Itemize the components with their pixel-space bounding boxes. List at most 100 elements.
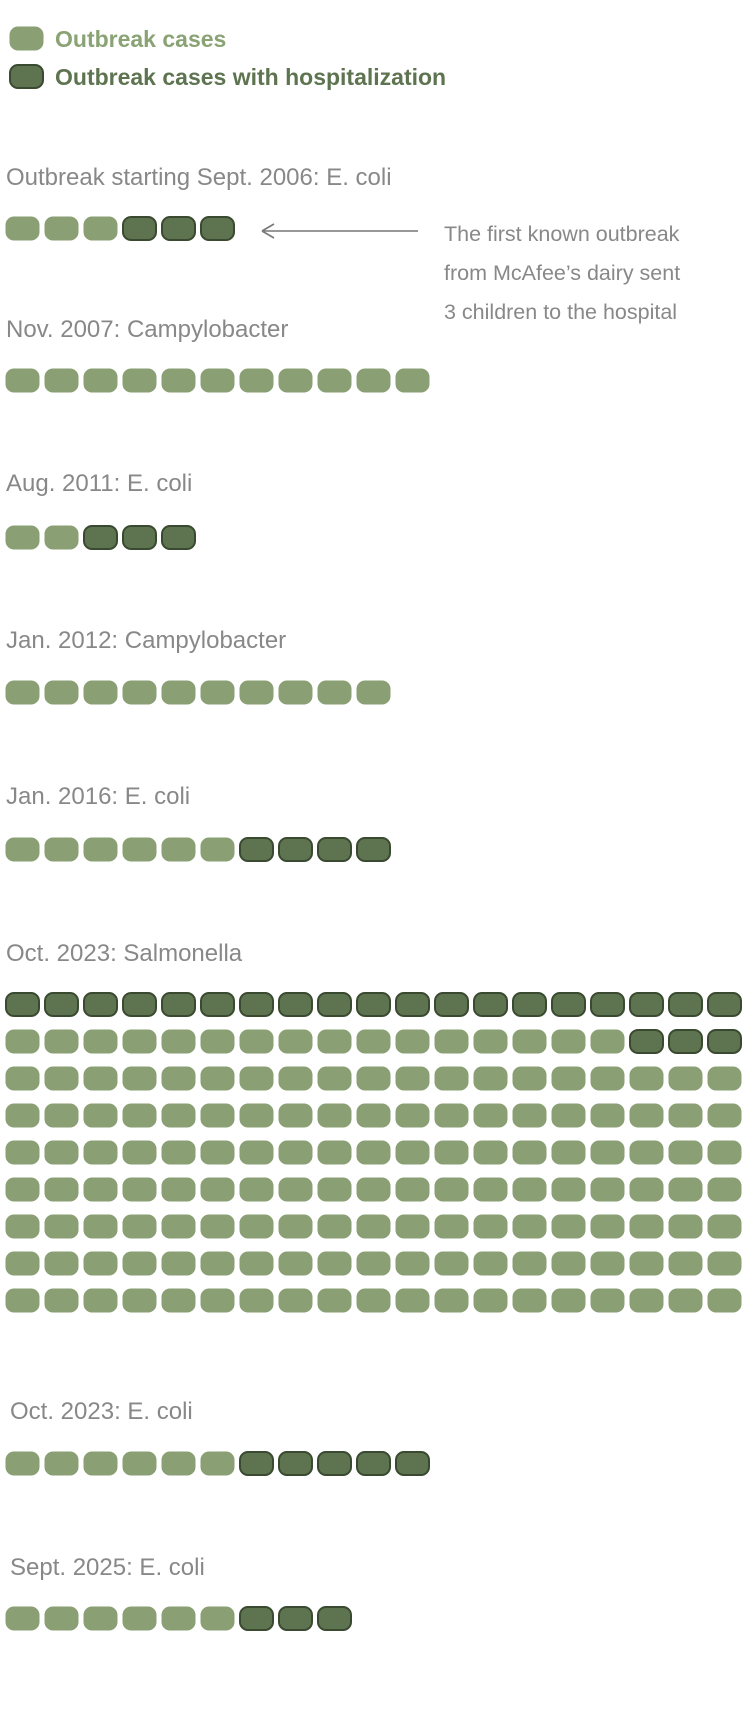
case-block xyxy=(5,1288,40,1313)
case-block xyxy=(356,1066,391,1091)
case-block xyxy=(278,680,313,705)
case-block xyxy=(44,680,79,705)
case-block xyxy=(278,1103,313,1128)
case-block xyxy=(5,837,40,862)
case-block xyxy=(122,1606,157,1631)
case-block xyxy=(629,1140,664,1165)
case-block xyxy=(317,1214,352,1239)
case-block xyxy=(161,1214,196,1239)
case-block xyxy=(83,368,118,393)
case-block xyxy=(317,1140,352,1165)
case-block xyxy=(200,368,235,393)
case-block xyxy=(5,1140,40,1165)
case-block xyxy=(590,1288,625,1313)
outbreak-title: Sept. 2025: E. coli xyxy=(10,1554,205,1581)
outbreak-group: Oct. 2023: Salmonella xyxy=(5,940,742,1313)
outbreak-title: Aug. 2011: E. coli xyxy=(6,470,192,497)
case-block xyxy=(512,1288,547,1313)
case-block-hospitalized xyxy=(200,992,235,1017)
case-block xyxy=(707,1214,742,1239)
case-block-hospitalized xyxy=(122,216,157,241)
case-block xyxy=(161,368,196,393)
outbreak-group: Aug. 2011: E. coli xyxy=(5,470,196,550)
case-block xyxy=(356,1103,391,1128)
case-block xyxy=(44,1103,79,1128)
case-block-hospitalized xyxy=(122,525,157,550)
case-block xyxy=(5,1103,40,1128)
case-block xyxy=(512,1214,547,1239)
case-block xyxy=(395,1029,430,1054)
case-block-hospitalized xyxy=(239,1451,274,1476)
case-block xyxy=(83,1251,118,1276)
outbreak-group: Sept. 2025: E. coli xyxy=(5,1554,352,1631)
case-block-hospitalized xyxy=(707,992,742,1017)
case-block xyxy=(200,1177,235,1202)
annotation: The first known outbreak from McAfee’s da… xyxy=(261,222,680,324)
case-block xyxy=(122,1140,157,1165)
case-block xyxy=(434,1029,469,1054)
case-block xyxy=(83,1029,118,1054)
case-block-hospitalized xyxy=(473,992,508,1017)
case-block xyxy=(83,216,118,241)
case-block xyxy=(239,1066,274,1091)
case-block xyxy=(395,1288,430,1313)
case-block xyxy=(122,1177,157,1202)
case-block xyxy=(629,1288,664,1313)
case-block-hospitalized xyxy=(239,992,274,1017)
case-block xyxy=(395,1140,430,1165)
case-block xyxy=(473,1177,508,1202)
case-block xyxy=(278,1140,313,1165)
case-block xyxy=(5,368,40,393)
case-block-hospitalized xyxy=(668,992,703,1017)
case-block-hospitalized xyxy=(44,992,79,1017)
legend-swatch-hospitalized xyxy=(9,64,44,89)
case-block xyxy=(629,1103,664,1128)
case-block xyxy=(629,1251,664,1276)
case-block-hospitalized xyxy=(317,837,352,862)
case-block xyxy=(473,1103,508,1128)
case-block-hospitalized xyxy=(551,992,586,1017)
case-block xyxy=(5,1606,40,1631)
case-block xyxy=(83,1140,118,1165)
case-block xyxy=(278,1214,313,1239)
case-block xyxy=(44,1451,79,1476)
case-block xyxy=(668,1251,703,1276)
case-block xyxy=(83,680,118,705)
case-block xyxy=(668,1066,703,1091)
case-block xyxy=(629,1066,664,1091)
case-block xyxy=(122,1029,157,1054)
case-block-hospitalized xyxy=(278,992,313,1017)
case-block xyxy=(395,368,430,393)
case-block xyxy=(122,1214,157,1239)
case-block xyxy=(200,1251,235,1276)
case-block xyxy=(668,1288,703,1313)
legend: Outbreak cases Outbreak cases with hospit… xyxy=(9,26,446,90)
case-block xyxy=(122,1103,157,1128)
case-block xyxy=(200,837,235,862)
case-block xyxy=(551,1177,586,1202)
case-block xyxy=(161,1177,196,1202)
case-block xyxy=(161,1029,196,1054)
case-block xyxy=(707,1103,742,1128)
case-block xyxy=(83,1066,118,1091)
case-block-hospitalized xyxy=(278,1451,313,1476)
case-block-hospitalized xyxy=(629,992,664,1017)
case-block-hospitalized xyxy=(395,1451,430,1476)
legend-label: Outbreak cases with hospitalization xyxy=(55,64,446,90)
case-block xyxy=(161,1606,196,1631)
case-block xyxy=(473,1029,508,1054)
case-block xyxy=(161,1251,196,1276)
case-block xyxy=(551,1288,586,1313)
case-block xyxy=(44,1214,79,1239)
case-block xyxy=(200,1606,235,1631)
case-block xyxy=(512,1140,547,1165)
case-block xyxy=(122,837,157,862)
case-block xyxy=(200,1029,235,1054)
outbreak-title: Outbreak starting Sept. 2006: E. coli xyxy=(6,164,392,191)
annotation-text: from McAfee’s dairy sent xyxy=(444,261,680,285)
case-block xyxy=(239,680,274,705)
case-block-hospitalized xyxy=(161,525,196,550)
case-block xyxy=(317,680,352,705)
outbreak-group: Outbreak starting Sept. 2006: E. coli xyxy=(5,164,392,241)
